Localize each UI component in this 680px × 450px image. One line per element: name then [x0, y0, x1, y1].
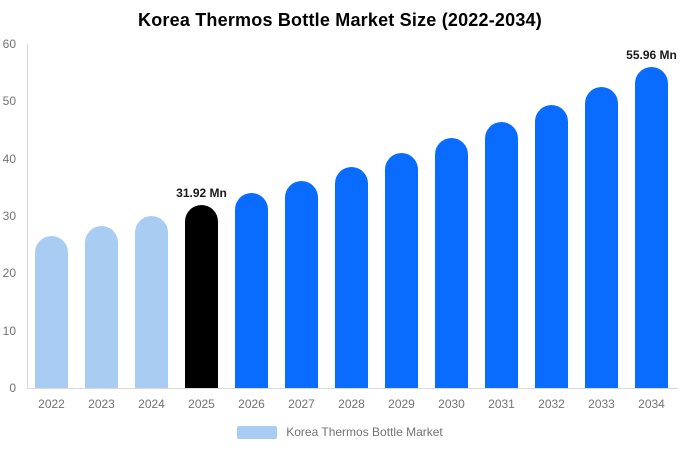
- y-tick-label: 30: [2, 209, 16, 223]
- x-tick-label: 2033: [588, 397, 615, 411]
- x-tick-label: 2024: [138, 397, 165, 411]
- bar-2023: [85, 226, 118, 388]
- bar-2025: [185, 204, 218, 388]
- bar-value-label-2025: 31.92 Mn: [176, 185, 227, 200]
- bar-2028: [335, 167, 368, 388]
- legend-label: Korea Thermos Bottle Market: [286, 425, 443, 439]
- y-tick-label: 20: [2, 266, 16, 281]
- y-tick-label: 0: [9, 381, 16, 395]
- x-tick-label: 2027: [288, 397, 315, 411]
- bar-2030: [435, 137, 468, 388]
- legend: Korea Thermos Bottle Market: [0, 424, 680, 440]
- bar-2027: [285, 180, 318, 388]
- bar-2026: [235, 193, 268, 388]
- y-tick-label: 50: [2, 94, 16, 109]
- x-tick-label: 2034: [638, 397, 665, 411]
- y-tick-label: 40: [2, 151, 16, 166]
- x-tick-label: 2028: [338, 397, 365, 411]
- x-tick-label: 2025: [188, 397, 215, 411]
- bar-2022: [35, 236, 68, 388]
- x-tick-label: 2031: [488, 397, 515, 411]
- bar-2031: [485, 121, 518, 388]
- bar-2034: [635, 67, 668, 388]
- bar-2029: [385, 153, 418, 388]
- x-tick-label: 2023: [88, 397, 115, 411]
- y-tick-label: 60: [2, 37, 16, 51]
- bar-2032: [535, 104, 568, 388]
- x-tick-label: 2022: [38, 397, 65, 411]
- x-tick-label: 2030: [438, 397, 465, 411]
- x-tick-label: 2029: [388, 397, 415, 411]
- bar-value-label-2034: 55.96 Mn: [626, 48, 677, 63]
- x-axis-line: [27, 388, 678, 389]
- bar-2033: [585, 86, 618, 388]
- y-axis-line: [27, 44, 28, 389]
- y-tick-label: 10: [2, 323, 16, 338]
- bar-2024: [135, 216, 168, 388]
- x-tick-label: 2026: [238, 397, 265, 411]
- x-tick-label: 2032: [538, 397, 565, 411]
- legend-swatch: [237, 425, 278, 439]
- chart-title: Korea Thermos Bottle Market Size (2022-2…: [138, 10, 542, 30]
